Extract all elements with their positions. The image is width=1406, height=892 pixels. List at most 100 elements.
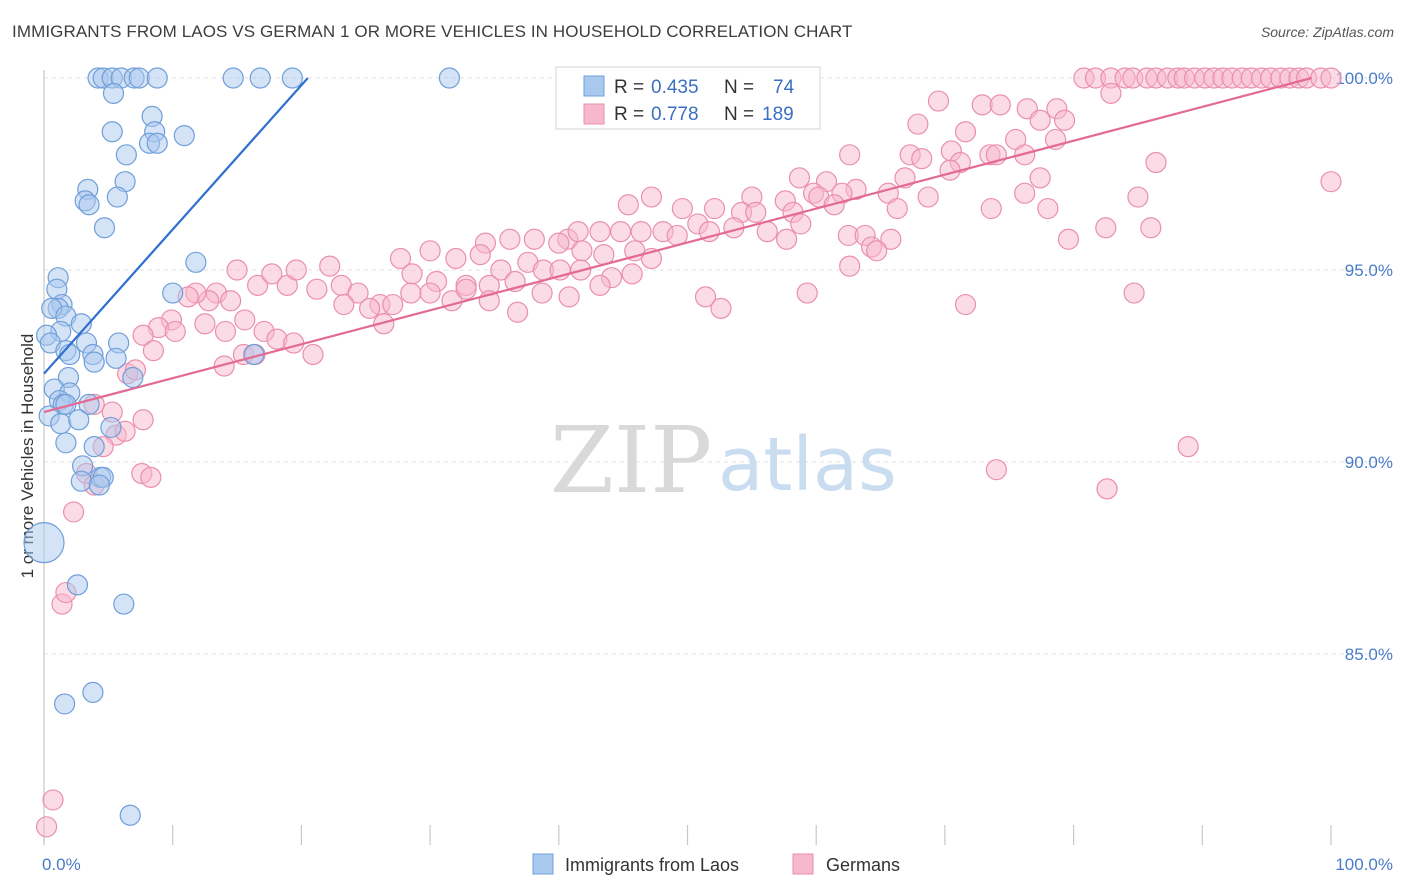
bottom-legend-label-germans: Germans (826, 855, 900, 875)
germans-point (1029, 109, 1051, 131)
legend-n-value-2: 189 (762, 104, 794, 125)
germans-point (531, 282, 553, 304)
laos-point (102, 82, 125, 104)
legend-n-label-1: N = (724, 77, 754, 98)
laos-point (222, 67, 244, 89)
germans-point (703, 197, 726, 220)
germans-point (1320, 67, 1342, 89)
x-tick-label-min: 0.0% (42, 855, 81, 874)
germans-point (373, 313, 395, 335)
watermark-atlas: atlas (718, 422, 897, 508)
bottom-legend: Immigrants from Laos Germans (532, 853, 900, 875)
bottom-legend-swatch-pink (792, 853, 814, 875)
germans-point (839, 255, 861, 277)
germans-point (63, 501, 85, 523)
germans-point (220, 290, 242, 312)
laos-point (88, 474, 110, 496)
germans-point (985, 459, 1007, 481)
laos-point (119, 804, 141, 826)
laos-point (122, 366, 144, 389)
y-tick-label-85: 85.0% (1345, 645, 1393, 664)
germans-point (1123, 282, 1145, 304)
laos-point (185, 251, 207, 273)
germans-point (142, 340, 164, 362)
germans-point (347, 282, 369, 304)
bottom-legend-swatch-blue (532, 853, 554, 875)
germans-point (558, 286, 580, 308)
laos-point (66, 574, 89, 596)
laos-point (249, 67, 271, 89)
y-tick-labels: 85.0% 90.0% 95.0% 100.0% (1335, 69, 1393, 664)
germans-point (1320, 171, 1342, 193)
germans-point (214, 320, 237, 343)
germans-point (756, 221, 778, 243)
germans-point (507, 301, 529, 323)
germans-point (671, 197, 693, 220)
germans-point (1127, 186, 1149, 208)
germans-point (140, 466, 162, 488)
trend-lines (43, 76, 1312, 414)
germans-point (469, 244, 491, 266)
germans-point (1096, 478, 1118, 500)
grid-lines (44, 77, 1392, 655)
legend-n-label-2: N = (724, 104, 754, 125)
germans-point (523, 228, 545, 250)
germans-point (775, 228, 798, 250)
y-tick-label-100: 100.0% (1335, 69, 1393, 88)
germans-point (35, 816, 58, 838)
laos-point (128, 67, 150, 89)
germans-point (1053, 109, 1076, 131)
germans-point (213, 355, 235, 377)
germans-point (989, 94, 1011, 116)
laos-trend-line (43, 77, 309, 375)
germans-point (571, 240, 593, 262)
legend-swatch-pink (583, 103, 605, 125)
germans-point (907, 113, 929, 135)
germans-point (419, 282, 441, 304)
germans-point (1140, 217, 1162, 239)
germans-point (980, 197, 1002, 220)
legend-n-value-1: 74 (773, 77, 795, 98)
germans-point (589, 221, 611, 243)
germans-point (1014, 182, 1036, 204)
germans-point (839, 144, 861, 166)
germans-point (609, 221, 632, 243)
germans-point (261, 263, 283, 285)
legend-swatch-blue (583, 75, 605, 97)
germans-point (1014, 144, 1036, 166)
germans-point (445, 247, 467, 270)
germans-point (1145, 151, 1167, 174)
germans-point (499, 228, 521, 250)
laos-points (23, 67, 461, 826)
germans-point (132, 409, 154, 431)
germans-point (954, 293, 977, 316)
germans-point (567, 221, 589, 243)
laos-point (113, 593, 135, 615)
germans-point (490, 259, 512, 281)
germans-point (954, 121, 977, 143)
germans-point (1037, 197, 1059, 220)
germans-point (319, 255, 341, 277)
germans-point (630, 221, 652, 243)
y-tick-label-95: 95.0% (1345, 261, 1393, 280)
germans-point (283, 332, 305, 354)
laos-point (50, 413, 72, 435)
germans-point (927, 90, 950, 112)
laos-point (82, 681, 104, 704)
source-label: Source: ZipAtlas.com (1260, 24, 1394, 40)
germans-point (132, 324, 154, 346)
germans-point (939, 159, 961, 181)
germans-point (306, 278, 328, 300)
legend-r-value-2: 0.778 (651, 104, 699, 125)
germans-point (419, 240, 441, 262)
germans-point (1177, 436, 1199, 458)
laos-point (162, 282, 184, 304)
germans-point (455, 278, 477, 300)
germans-point (285, 259, 307, 281)
germans-point (790, 213, 812, 235)
laos-point (23, 522, 65, 564)
germans-point (548, 232, 570, 254)
germans-point (389, 247, 412, 270)
laos-point (83, 436, 105, 458)
